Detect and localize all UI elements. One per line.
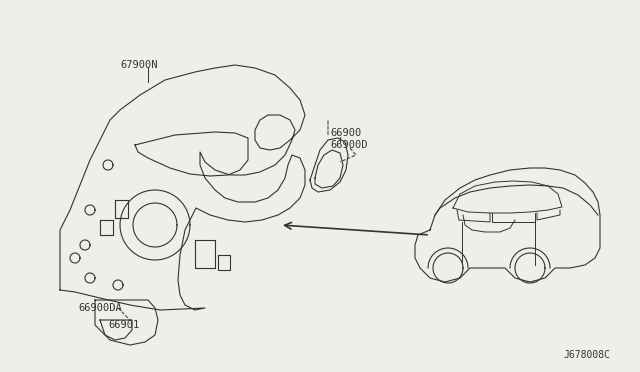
Text: 66901: 66901 — [108, 320, 140, 330]
Text: 66900D: 66900D — [330, 140, 367, 150]
Text: J678008C: J678008C — [563, 350, 610, 360]
Text: 66900DA: 66900DA — [78, 303, 122, 313]
Text: 66900: 66900 — [330, 128, 361, 138]
Text: 67900N: 67900N — [120, 60, 157, 70]
